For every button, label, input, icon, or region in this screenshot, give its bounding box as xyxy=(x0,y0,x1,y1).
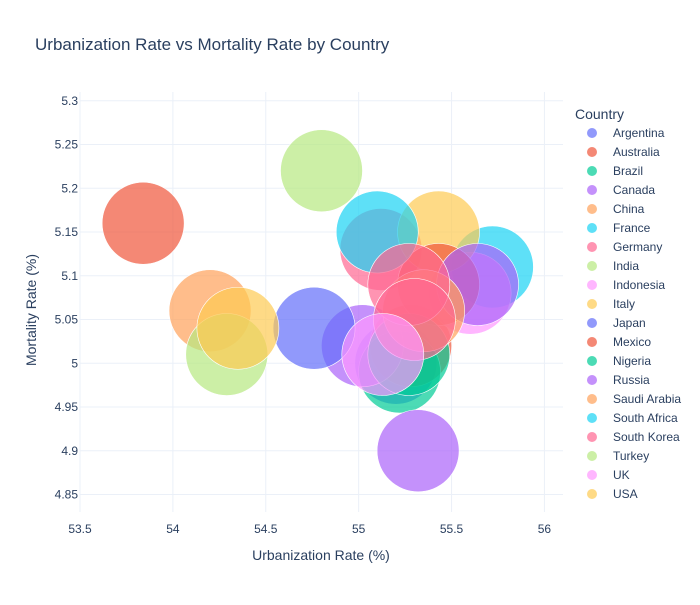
legend-item-mexico[interactable]: Mexico xyxy=(587,335,651,349)
legend-marker xyxy=(587,489,597,499)
legend-marker xyxy=(587,470,597,480)
legend-item-china[interactable]: China xyxy=(587,202,645,216)
legend-marker xyxy=(587,413,597,423)
x-tick-label: 54 xyxy=(166,522,180,536)
legend-label: UK xyxy=(613,468,630,482)
legend-label: Australia xyxy=(613,145,660,159)
x-axis-title: Urbanization Rate (%) xyxy=(252,547,390,563)
legend-label: Italy xyxy=(613,297,635,311)
x-axis-ticks: 53.5 54 54.5 55 55.5 56 xyxy=(68,522,551,536)
legend-item-australia[interactable]: Australia xyxy=(587,145,660,159)
legend-label: Japan xyxy=(613,316,646,330)
legend-label: Saudi Arabia xyxy=(613,392,681,406)
legend-marker xyxy=(587,432,597,442)
x-tick-label: 55.5 xyxy=(440,522,464,536)
legend-marker xyxy=(587,204,597,214)
legend-label: Turkey xyxy=(613,449,649,463)
legend-item-indonesia[interactable]: Indonesia xyxy=(587,278,665,292)
y-tick-label: 4.9 xyxy=(61,444,78,458)
legend-item-canada[interactable]: Canada xyxy=(587,183,655,197)
y-axis-ticks: 4.85 4.9 4.95 5 5.05 5.1 5.15 5.2 5.25 5.3 xyxy=(55,94,79,502)
legend-marker xyxy=(587,166,597,176)
legend-label: South Korea xyxy=(613,430,680,444)
bubble-uk[interactable] xyxy=(341,313,425,396)
y-tick-label: 5.1 xyxy=(61,269,78,283)
legend-item-russia[interactable]: Russia xyxy=(587,373,650,387)
bubble-russia[interactable] xyxy=(376,409,460,493)
y-axis-title: Mortality Rate (%) xyxy=(23,254,39,366)
legend-label: Indonesia xyxy=(613,278,665,292)
legend-label: Canada xyxy=(613,183,655,197)
legend-label: France xyxy=(613,221,651,235)
legend-label: Mexico xyxy=(613,335,651,349)
legend-label: Nigeria xyxy=(613,354,651,368)
bubble-india[interactable] xyxy=(280,129,363,213)
legend-item-argentina[interactable]: Argentina xyxy=(587,126,665,140)
legend-item-brazil[interactable]: Brazil xyxy=(587,164,643,178)
bubble-mexico[interactable] xyxy=(101,181,185,265)
legend-marker xyxy=(587,223,597,233)
legend-item-turkey[interactable]: Turkey xyxy=(587,449,649,463)
x-tick-label: 55 xyxy=(352,522,366,536)
y-tick-label: 5.2 xyxy=(61,181,78,195)
y-tick-label: 5.25 xyxy=(55,138,79,152)
legend-marker xyxy=(587,280,597,290)
legend-label: South Africa xyxy=(613,411,678,425)
legend-marker xyxy=(587,185,597,195)
legend-marker xyxy=(587,318,597,328)
legend-item-south-korea[interactable]: South Korea xyxy=(587,430,680,444)
x-tick-label: 54.5 xyxy=(254,522,278,536)
legend-marker xyxy=(587,451,597,461)
legend-item-germany[interactable]: Germany xyxy=(587,240,662,254)
legend-item-italy[interactable]: Italy xyxy=(587,297,635,311)
legend-label: China xyxy=(613,202,645,216)
legend-item-uk[interactable]: UK xyxy=(587,468,630,482)
legend-item-india[interactable]: India xyxy=(587,259,639,273)
legend-marker xyxy=(587,261,597,271)
legend-marker xyxy=(587,337,597,347)
legend-marker xyxy=(587,356,597,366)
legend-title: Country xyxy=(575,106,624,122)
legend-label: Argentina xyxy=(613,126,665,140)
y-tick-label: 5.3 xyxy=(61,94,78,108)
legend-label: India xyxy=(613,259,639,273)
legend-item-south-africa[interactable]: South Africa xyxy=(587,411,678,425)
legend-label: Russia xyxy=(613,373,650,387)
y-tick-label: 5 xyxy=(71,356,78,370)
legend-marker xyxy=(587,147,597,157)
legend-label: Brazil xyxy=(613,164,643,178)
legend-marker xyxy=(587,375,597,385)
chart-title: Urbanization Rate vs Mortality Rate by C… xyxy=(35,35,390,54)
legend-marker xyxy=(587,299,597,309)
y-tick-label: 5.05 xyxy=(55,313,79,327)
legend-item-nigeria[interactable]: Nigeria xyxy=(587,354,651,368)
legend-item-japan[interactable]: Japan xyxy=(587,316,646,330)
y-tick-label: 4.95 xyxy=(55,400,79,414)
legend[interactable]: Country Argentina Australia Brazil Canada Ch… xyxy=(575,106,681,501)
bubble-markers xyxy=(101,129,534,493)
x-tick-label: 56 xyxy=(538,522,552,536)
y-tick-label: 4.85 xyxy=(55,488,79,502)
legend-item-saudi-arabia[interactable]: Saudi Arabia xyxy=(587,392,681,406)
legend-marker xyxy=(587,242,597,252)
x-tick-label: 53.5 xyxy=(68,522,92,536)
legend-marker xyxy=(587,128,597,138)
legend-marker xyxy=(587,394,597,404)
legend-label: USA xyxy=(613,487,638,501)
legend-item-usa[interactable]: USA xyxy=(587,487,638,501)
y-tick-label: 5.15 xyxy=(55,225,79,239)
legend-item-france[interactable]: France xyxy=(587,221,651,235)
bubble-usa[interactable] xyxy=(196,286,280,370)
legend-label: Germany xyxy=(613,240,662,254)
